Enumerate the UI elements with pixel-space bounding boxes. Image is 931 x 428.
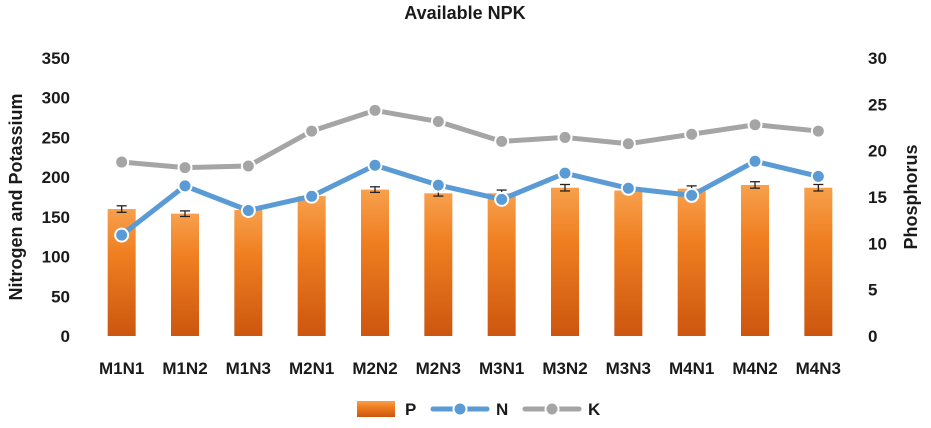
x-tick-label: M1N2 — [162, 359, 207, 378]
bar-p — [424, 193, 453, 336]
point-n — [494, 191, 510, 207]
point-k — [430, 114, 446, 130]
error-bar-p — [750, 181, 760, 189]
y-left-tick-label: 200 — [42, 168, 70, 187]
line-n — [119, 158, 821, 238]
point-k — [684, 126, 700, 142]
point-k — [620, 136, 636, 152]
y-right-tick-label: 0 — [868, 327, 877, 346]
point-n — [114, 227, 130, 243]
y-left-tick-label: 0 — [61, 327, 70, 346]
legend-swatch-p — [357, 401, 395, 417]
point-n — [240, 203, 256, 219]
x-tick-label: M2N1 — [289, 359, 334, 378]
point-n — [684, 187, 700, 203]
y-left-tick-label: 150 — [42, 208, 70, 227]
x-tick-label: M4N2 — [732, 359, 777, 378]
y-right-tick-label: 25 — [868, 95, 887, 114]
legend-label-k: K — [588, 400, 601, 419]
bar-p — [487, 193, 516, 336]
bar-p — [551, 187, 579, 336]
legend-label-n: N — [496, 400, 508, 419]
point-n — [367, 157, 383, 173]
y-left-tick-label: 300 — [42, 89, 70, 108]
legend-label-p: P — [405, 400, 416, 419]
point-k — [494, 133, 510, 149]
point-k — [240, 158, 256, 174]
y-left-tick-label: 50 — [51, 287, 70, 306]
point-k — [747, 117, 763, 133]
point-k — [557, 129, 573, 145]
chart-title: Available NPK — [404, 3, 525, 23]
bar-p — [804, 187, 833, 336]
point-n — [430, 177, 446, 193]
x-tick-label: M1N3 — [226, 359, 271, 378]
legend-marker-n — [452, 401, 468, 417]
y-right-tick-label: 5 — [868, 281, 877, 300]
bar-p — [614, 190, 643, 336]
error-bar-p — [116, 205, 127, 213]
error-bar-p — [370, 186, 380, 194]
y-left-tick-label: 100 — [42, 248, 70, 267]
legend-marker-k — [544, 401, 560, 417]
bar-p — [741, 184, 769, 336]
y-right-tick-label: 20 — [868, 142, 887, 161]
point-k — [114, 154, 130, 170]
point-k — [177, 160, 193, 176]
x-tick-label: M2N3 — [416, 359, 461, 378]
x-tick-label: M3N3 — [606, 359, 651, 378]
y-right-tick-label: 10 — [868, 234, 887, 253]
x-tick-label: M3N2 — [542, 359, 587, 378]
point-n — [810, 168, 826, 184]
error-bar-p — [180, 210, 190, 218]
y-right-tick-label: 30 — [868, 49, 887, 68]
y-right-tick-label: 15 — [868, 188, 887, 207]
line-k — [119, 107, 821, 171]
x-tick-label: M1N1 — [99, 359, 144, 378]
x-tick-label: M4N3 — [796, 359, 841, 378]
plot-area: 0 50 100 150 200 250 300 350 0 5 10 15 20 25 30 M1N1 M1N… — [42, 49, 887, 378]
y-axis-left-label: Nitrogen and Potassium — [6, 93, 26, 300]
point-n — [747, 153, 763, 169]
point-n — [177, 178, 193, 194]
bar-p — [171, 213, 199, 336]
bar-p — [234, 209, 263, 336]
bar-p — [297, 196, 326, 336]
bar-p — [361, 189, 389, 336]
point-k — [367, 102, 383, 118]
y-axis-right-label: Phosphorus — [901, 144, 921, 249]
y-left-tick-label: 350 — [42, 49, 70, 68]
point-n — [557, 165, 573, 181]
point-k — [810, 123, 826, 139]
x-tick-label: M4N1 — [669, 359, 714, 378]
x-tick-label: M2N2 — [352, 359, 397, 378]
x-tick-label: M3N1 — [479, 359, 524, 378]
error-bar-p — [813, 183, 824, 192]
error-bar-p — [560, 183, 570, 192]
point-n — [620, 180, 636, 196]
point-k — [304, 123, 320, 139]
y-left-tick-label: 250 — [42, 128, 70, 147]
point-n — [304, 188, 320, 204]
bar-p — [677, 188, 706, 336]
